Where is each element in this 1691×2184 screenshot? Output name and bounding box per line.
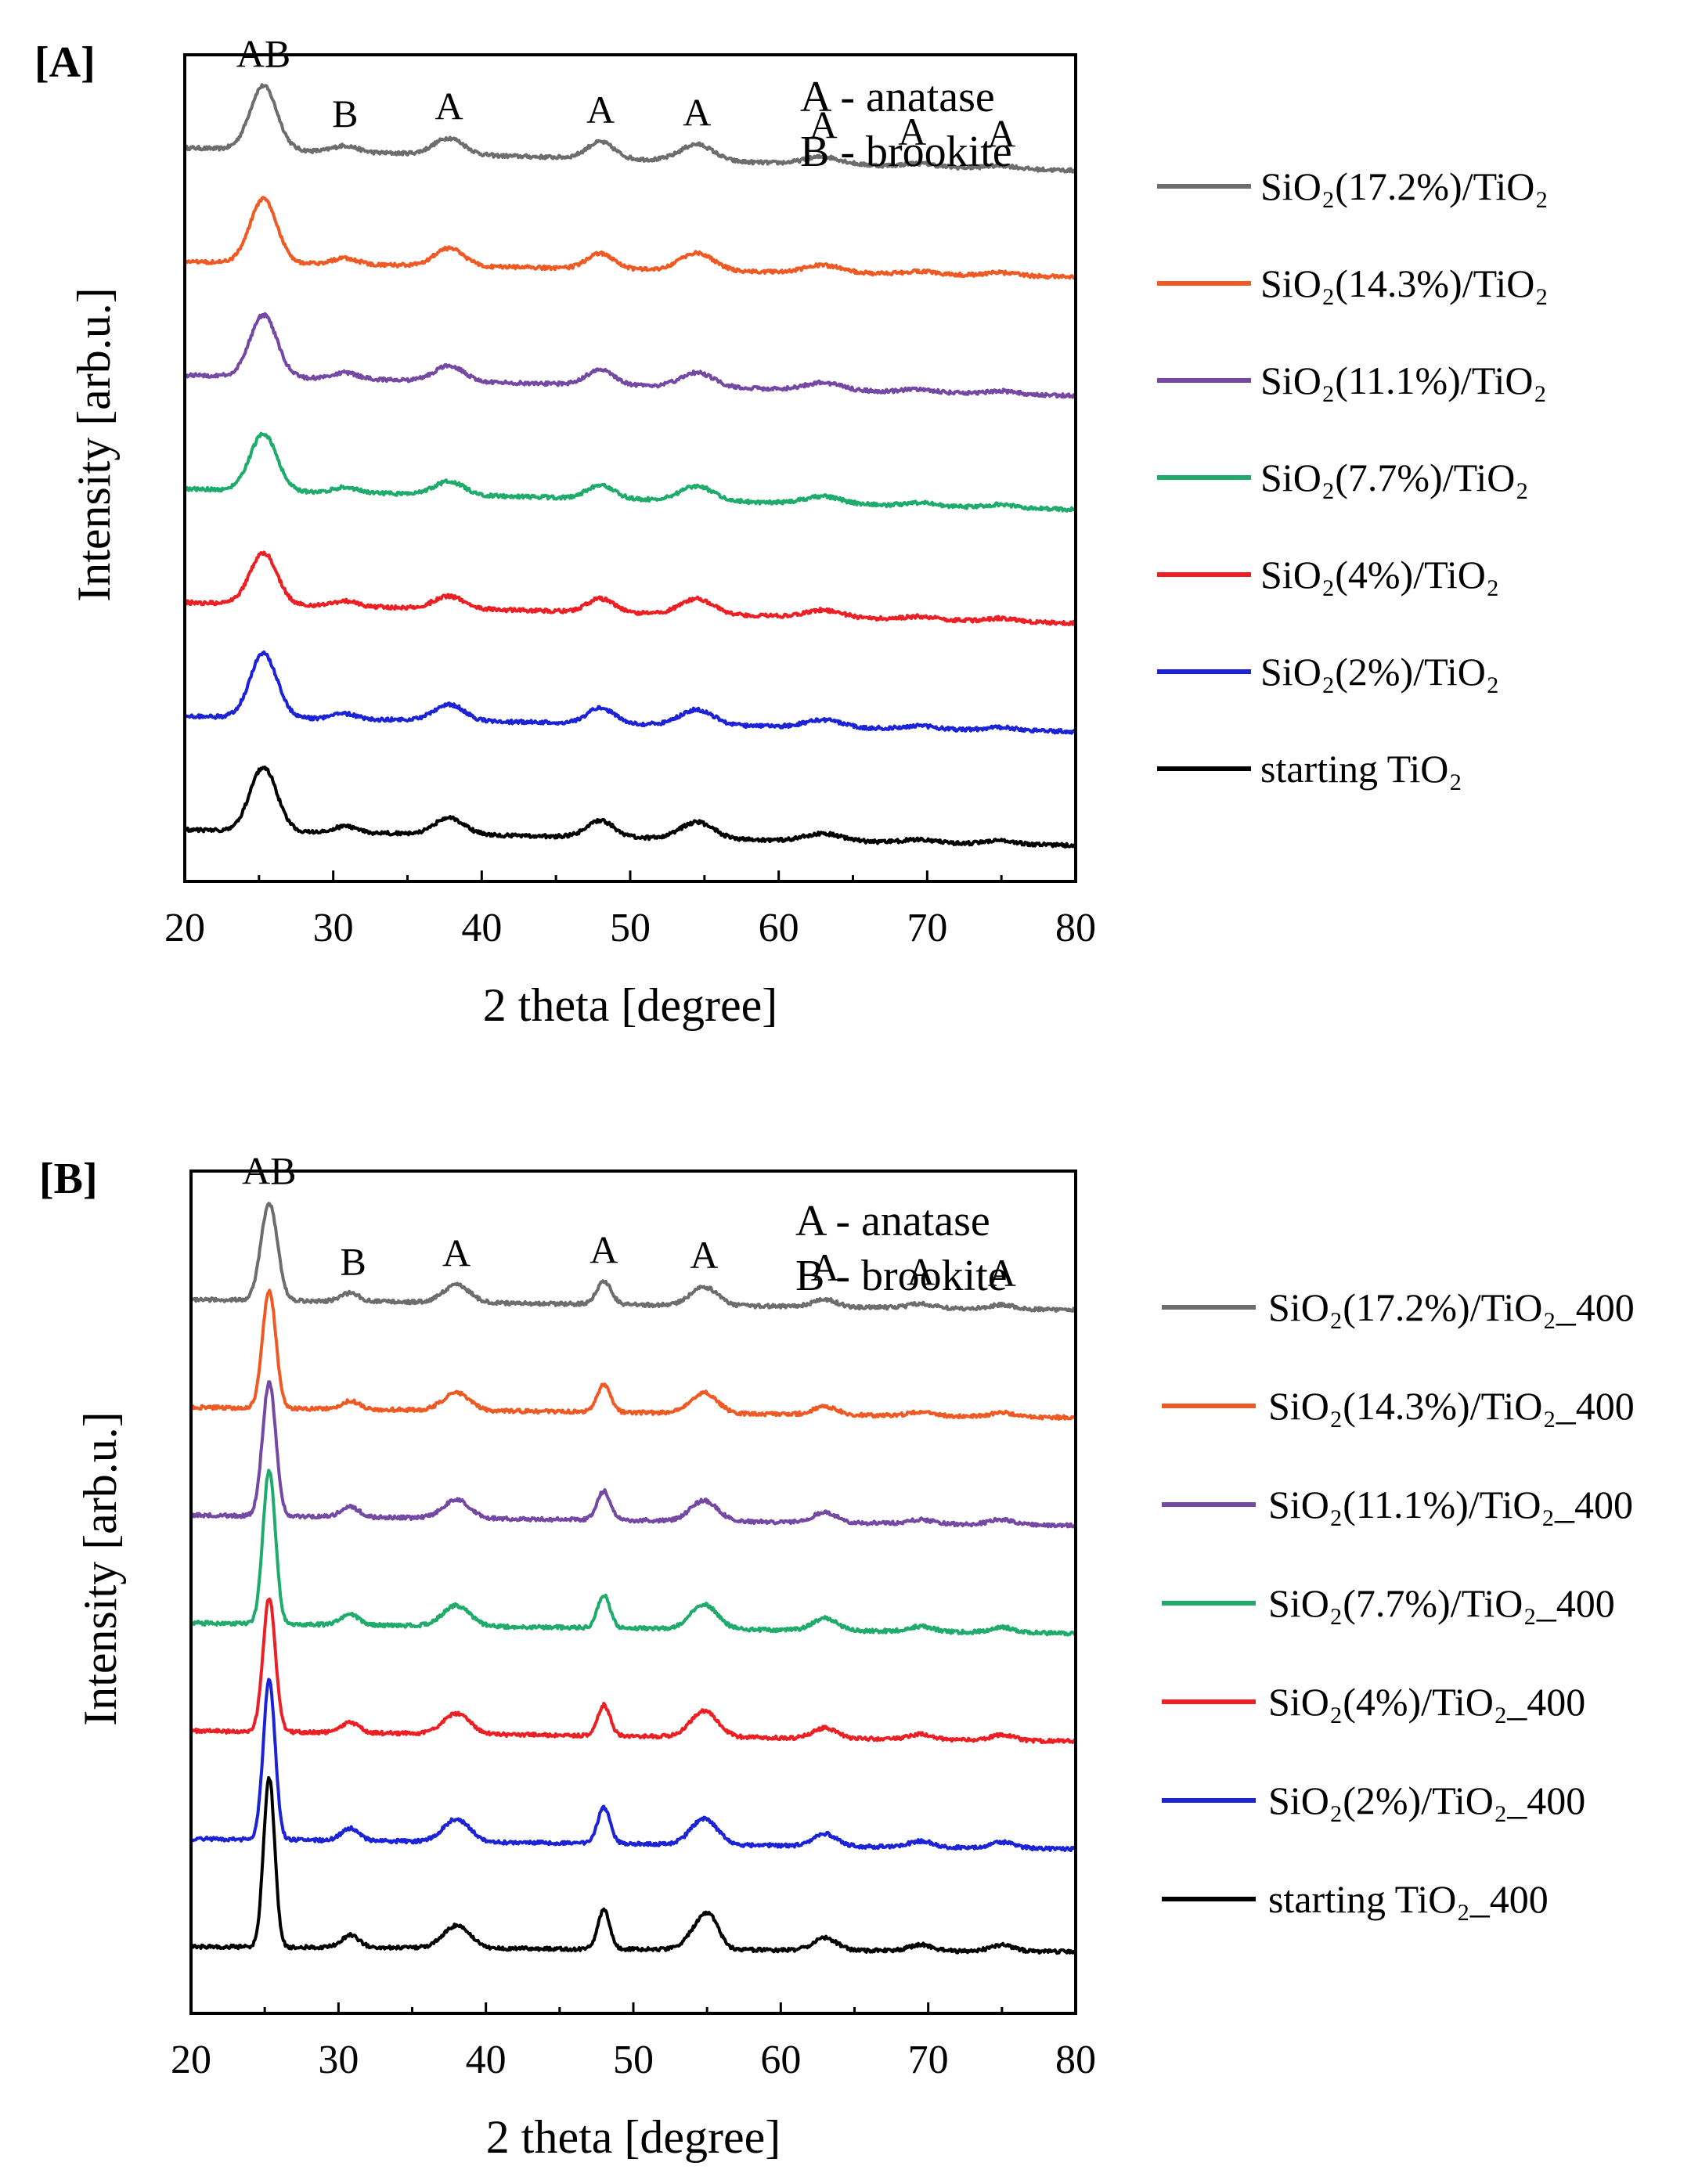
x-tick-label: 70 bbox=[907, 906, 947, 950]
plot-frame bbox=[183, 53, 1077, 883]
x-tick-label: 20 bbox=[171, 2038, 211, 2082]
legend-entry: SiO₂(7.7%)/TiO₂_400 bbox=[1268, 1581, 1615, 1625]
peak-label: A bbox=[690, 1233, 718, 1277]
legend-entry: SiO₂(2%)/TiO₂ bbox=[1260, 650, 1499, 694]
phase-key-anatase: A - anatase bbox=[795, 1197, 990, 1245]
x-tick-label: 70 bbox=[908, 2038, 949, 2082]
peak-label: A bbox=[988, 1251, 1016, 1295]
series-line-1 bbox=[183, 196, 1076, 280]
peak-label: A bbox=[811, 1245, 839, 1289]
xrd-panel-1: [B] 20 30 40 50 60 70 80 2 theta [degree] Intensi… bbox=[39, 1149, 1635, 2163]
peak-label: A bbox=[435, 84, 463, 128]
series-line-2 bbox=[183, 312, 1076, 399]
series-line-5 bbox=[190, 1678, 1077, 1853]
series-line-4 bbox=[183, 550, 1077, 626]
x-tick-label: 50 bbox=[613, 2038, 654, 2082]
legend-entry: SiO₂(17.2%)/TiO₂_400 bbox=[1268, 1285, 1635, 1329]
legend-entry: SiO₂(4%)/TiO₂_400 bbox=[1268, 1680, 1585, 1724]
x-tick-label: 40 bbox=[466, 2038, 507, 2082]
series-line-3 bbox=[184, 431, 1077, 513]
legend-entry: SiO₂(14.3%)/TiO₂_400 bbox=[1268, 1384, 1635, 1428]
x-tick-label: 80 bbox=[1055, 2038, 1096, 2082]
legend-entry: SiO₂(11.1%)/TiO₂_400 bbox=[1268, 1483, 1633, 1526]
panel-label: [A] bbox=[34, 38, 96, 87]
xrd-panel-0: [A] 20 30 40 50 60 70 80 2 theta [degree] Intensi… bbox=[34, 32, 1549, 1031]
series-line-3 bbox=[189, 1469, 1076, 1637]
y-axis-label: Intensity [arb.u.] bbox=[68, 287, 120, 602]
y-axis-label: Intensity [arb.u.] bbox=[74, 1411, 126, 1726]
legend-entry: SiO₂(17.2%)/TiO₂ bbox=[1260, 164, 1549, 208]
series-line-0 bbox=[183, 83, 1076, 174]
peak-label: A bbox=[898, 110, 926, 153]
series-line-6 bbox=[183, 766, 1077, 849]
x-tick-label: 30 bbox=[318, 2038, 359, 2082]
series-line-1 bbox=[190, 1288, 1077, 1421]
series-line-6 bbox=[189, 1776, 1077, 1955]
peak-label: A bbox=[987, 111, 1015, 155]
phase-key-anatase: A - anatase bbox=[800, 73, 995, 121]
legend-entry: starting TiO₂ bbox=[1260, 747, 1462, 791]
x-tick-label: 20 bbox=[164, 906, 205, 950]
x-tick-label: 60 bbox=[760, 2038, 801, 2082]
peak-label: AB bbox=[242, 1149, 296, 1193]
x-tick-label: 80 bbox=[1055, 906, 1096, 950]
panel-label: [B] bbox=[39, 1155, 98, 1203]
series-line-4 bbox=[189, 1597, 1077, 1744]
x-axis-label: 2 theta [degree] bbox=[486, 2111, 781, 2163]
x-tick-label: 40 bbox=[461, 906, 502, 950]
x-tick-label: 30 bbox=[313, 906, 354, 950]
peak-label: B bbox=[332, 92, 358, 135]
x-axis-label: 2 theta [degree] bbox=[483, 979, 777, 1031]
series-line-5 bbox=[183, 650, 1077, 735]
legend-entry: SiO₂(11.1%)/TiO₂ bbox=[1260, 359, 1547, 402]
phase-key-brookite: B - brookite bbox=[800, 128, 1012, 176]
x-tick-label: 50 bbox=[610, 906, 651, 950]
peak-label: A bbox=[907, 1250, 935, 1294]
peak-label: A bbox=[586, 88, 615, 132]
peak-label: A bbox=[442, 1231, 471, 1275]
peak-label: AB bbox=[236, 32, 290, 76]
legend-entry: SiO₂(4%)/TiO₂ bbox=[1260, 553, 1499, 596]
peak-label: A bbox=[809, 103, 838, 146]
x-tick-label: 60 bbox=[759, 906, 799, 950]
peak-label: A bbox=[590, 1227, 618, 1271]
legend-entry: starting TiO₂_400 bbox=[1268, 1877, 1549, 1921]
legend-entry: SiO₂(7.7%)/TiO₂ bbox=[1260, 456, 1529, 499]
legend-entry: SiO₂(14.3%)/TiO₂ bbox=[1260, 261, 1549, 305]
phase-key-brookite: B - brookite bbox=[795, 1252, 1008, 1300]
series-line-2 bbox=[189, 1380, 1076, 1529]
legend-entry: SiO₂(2%)/TiO₂_400 bbox=[1268, 1779, 1585, 1822]
series-line-0 bbox=[189, 1202, 1077, 1314]
peak-label: B bbox=[340, 1239, 366, 1283]
peak-label: A bbox=[683, 90, 711, 134]
